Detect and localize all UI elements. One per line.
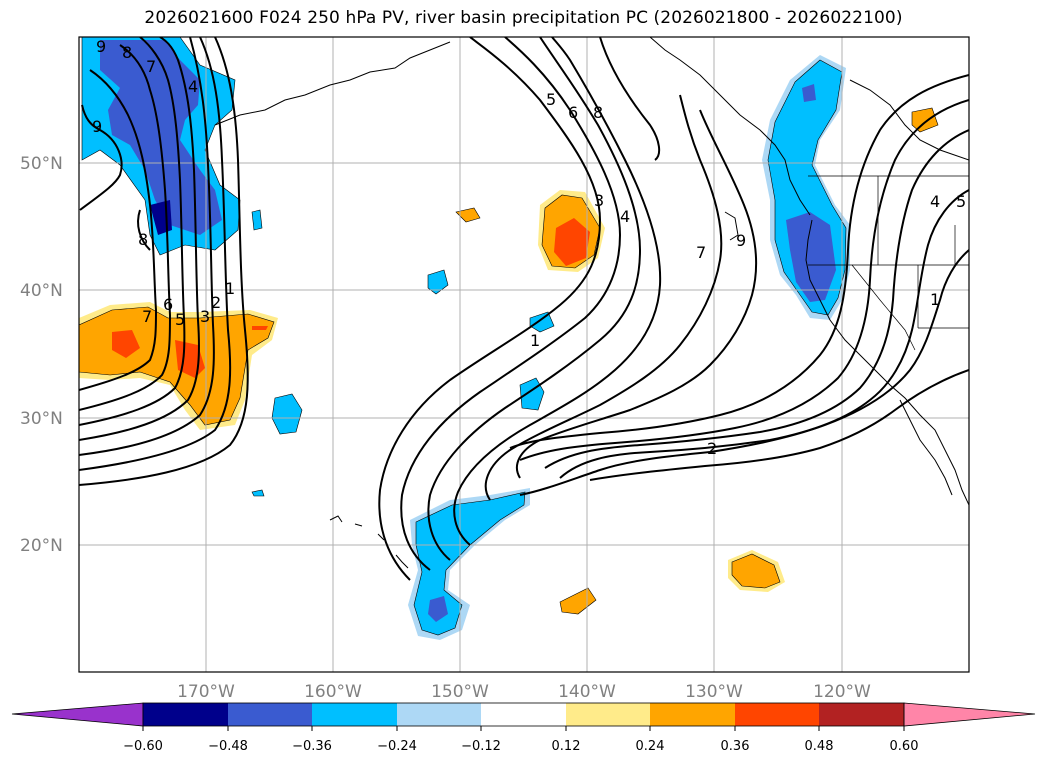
precip-negative-region — [251, 489, 265, 497]
lon-labels: 170°W 160°W 150°W 140°W 130°W 120°W — [177, 682, 871, 702]
colorbar-tick-label: 0.12 — [552, 739, 581, 754]
precip-positive-region — [559, 587, 597, 615]
precip-negative-region — [786, 212, 836, 302]
contour-label: 8 — [122, 43, 132, 62]
colorbar-tick-label: −0.12 — [461, 739, 501, 754]
contour-label: 6 — [568, 103, 578, 122]
contour-label: 3 — [200, 307, 210, 326]
precip-negative-region — [519, 377, 545, 411]
colorbar-tick-label: 0.36 — [721, 739, 750, 754]
contour-label: 9 — [96, 37, 106, 56]
colorbar-segment — [312, 703, 397, 726]
lat-label: 30°N — [20, 409, 63, 429]
colorbar-segment — [819, 703, 904, 726]
colorbar-tick-label: −0.48 — [208, 739, 248, 754]
lat-label: 20°N — [20, 536, 63, 556]
contour-label: 8 — [138, 230, 148, 249]
contour-label: 8 — [593, 103, 603, 122]
contour-label: 2 — [707, 439, 717, 458]
precip-negative-region — [428, 596, 448, 622]
contour-label: 1 — [530, 331, 540, 350]
precip-positive-region — [112, 330, 140, 358]
colorbar-tick-label: 0.60 — [890, 739, 919, 754]
precip-fill-layer — [79, 37, 939, 640]
contour-label: 7 — [696, 243, 706, 262]
lat-label: 50°N — [20, 154, 63, 174]
pv-contour-labels: 9 8 7 4 9 8 1 2 3 5 6 7 5 6 8 3 4 1 7 9 … — [92, 37, 966, 458]
precip-positive-region — [554, 218, 590, 266]
colorbar-segment — [903, 702, 1036, 727]
colorbar-segment — [143, 703, 228, 726]
lon-label: 170°W — [177, 682, 235, 702]
precip-positive-region — [731, 553, 781, 589]
colorbar-segment — [11, 702, 144, 727]
colorbar-segment — [228, 703, 312, 726]
contour-label: 4 — [188, 77, 198, 96]
contour-label: 9 — [736, 231, 746, 250]
lon-label: 130°W — [685, 682, 743, 702]
contour-label: 7 — [142, 307, 152, 326]
lon-label: 140°W — [558, 682, 616, 702]
pv-contours — [79, 37, 969, 581]
map-panel: 9 8 7 4 9 8 1 2 3 5 6 7 5 6 8 3 4 1 7 9 … — [79, 37, 969, 672]
contour-label: 7 — [146, 57, 156, 76]
precip-positive-region — [455, 207, 481, 223]
contour-label: 5 — [175, 310, 185, 329]
colorbar-segment — [650, 703, 735, 726]
precip-negative-region — [251, 209, 263, 231]
contour-label: 5 — [956, 192, 966, 211]
contour-label: 1 — [225, 279, 235, 298]
contour-label: 2 — [211, 293, 221, 312]
contour-label: 6 — [163, 295, 173, 314]
colorbar-tick-label: −0.36 — [292, 739, 332, 754]
contour-label: 4 — [620, 207, 630, 226]
precip-positive-region — [252, 326, 268, 330]
precip-negative-region — [271, 393, 303, 435]
graticule — [79, 37, 969, 672]
contour-label: 1 — [930, 290, 940, 309]
lon-label: 120°W — [813, 682, 871, 702]
precip-negative-region — [802, 84, 816, 102]
map-title: 2026021600 F024 250 hPa PV, river basin … — [144, 8, 903, 28]
lat-labels: 50°N 40°N 30°N 20°N — [20, 154, 63, 556]
contour-label: 5 — [546, 90, 556, 109]
lon-label: 150°W — [431, 682, 489, 702]
colorbar-segment — [735, 703, 819, 726]
colorbar-tick-label: −0.24 — [377, 739, 417, 754]
colorbar-tick-label: 0.24 — [636, 739, 665, 754]
lat-label: 40°N — [20, 281, 63, 301]
precip-negative-region — [529, 311, 555, 333]
lon-label: 160°W — [304, 682, 362, 702]
colorbar: −0.60 −0.48 −0.36 −0.24 −0.12 0.12 0.24 … — [11, 702, 1036, 754]
map-frame — [78, 36, 970, 673]
contour-label: 9 — [92, 117, 102, 136]
colorbar-segment — [566, 703, 650, 726]
precip-negative-region — [100, 40, 222, 235]
contour-label: 3 — [594, 191, 604, 210]
colorbar-tick-label: −0.60 — [123, 739, 163, 754]
colorbar-segment — [481, 703, 566, 726]
contour-label: 4 — [930, 192, 940, 211]
colorbar-segment — [397, 703, 481, 726]
precip-positive-region — [911, 107, 939, 133]
colorbar-tick-label: 0.48 — [805, 739, 834, 754]
